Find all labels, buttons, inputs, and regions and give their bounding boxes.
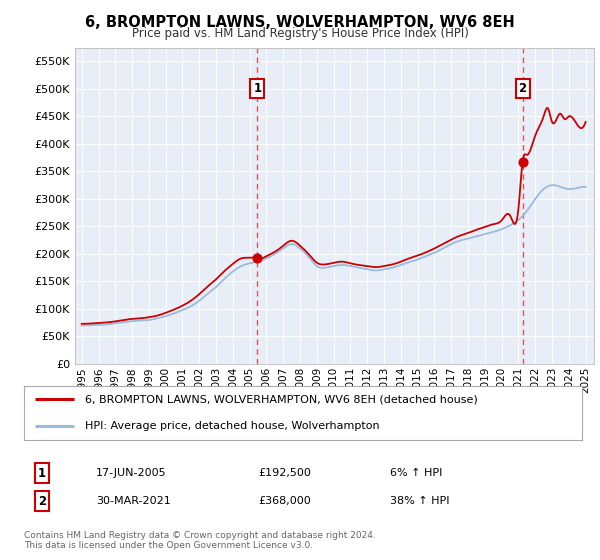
Text: 1: 1 xyxy=(253,82,262,95)
Text: 6% ↑ HPI: 6% ↑ HPI xyxy=(390,468,442,478)
Text: 30-MAR-2021: 30-MAR-2021 xyxy=(96,496,171,506)
Text: 2: 2 xyxy=(518,82,527,95)
Text: 38% ↑ HPI: 38% ↑ HPI xyxy=(390,496,449,506)
Point xyxy=(253,254,262,263)
Text: Price paid vs. HM Land Registry's House Price Index (HPI): Price paid vs. HM Land Registry's House … xyxy=(131,27,469,40)
Text: £368,000: £368,000 xyxy=(258,496,311,506)
Text: HPI: Average price, detached house, Wolverhampton: HPI: Average price, detached house, Wolv… xyxy=(85,421,380,431)
Text: 6, BROMPTON LAWNS, WOLVERHAMPTON, WV6 8EH: 6, BROMPTON LAWNS, WOLVERHAMPTON, WV6 8E… xyxy=(85,15,515,30)
Point xyxy=(518,157,527,166)
Text: 2: 2 xyxy=(38,494,46,508)
Text: 6, BROMPTON LAWNS, WOLVERHAMPTON, WV6 8EH (detached house): 6, BROMPTON LAWNS, WOLVERHAMPTON, WV6 8E… xyxy=(85,394,478,404)
Text: Contains HM Land Registry data © Crown copyright and database right 2024.
This d: Contains HM Land Registry data © Crown c… xyxy=(24,531,376,550)
Text: 17-JUN-2005: 17-JUN-2005 xyxy=(96,468,167,478)
Text: 1: 1 xyxy=(38,466,46,480)
Text: £192,500: £192,500 xyxy=(258,468,311,478)
